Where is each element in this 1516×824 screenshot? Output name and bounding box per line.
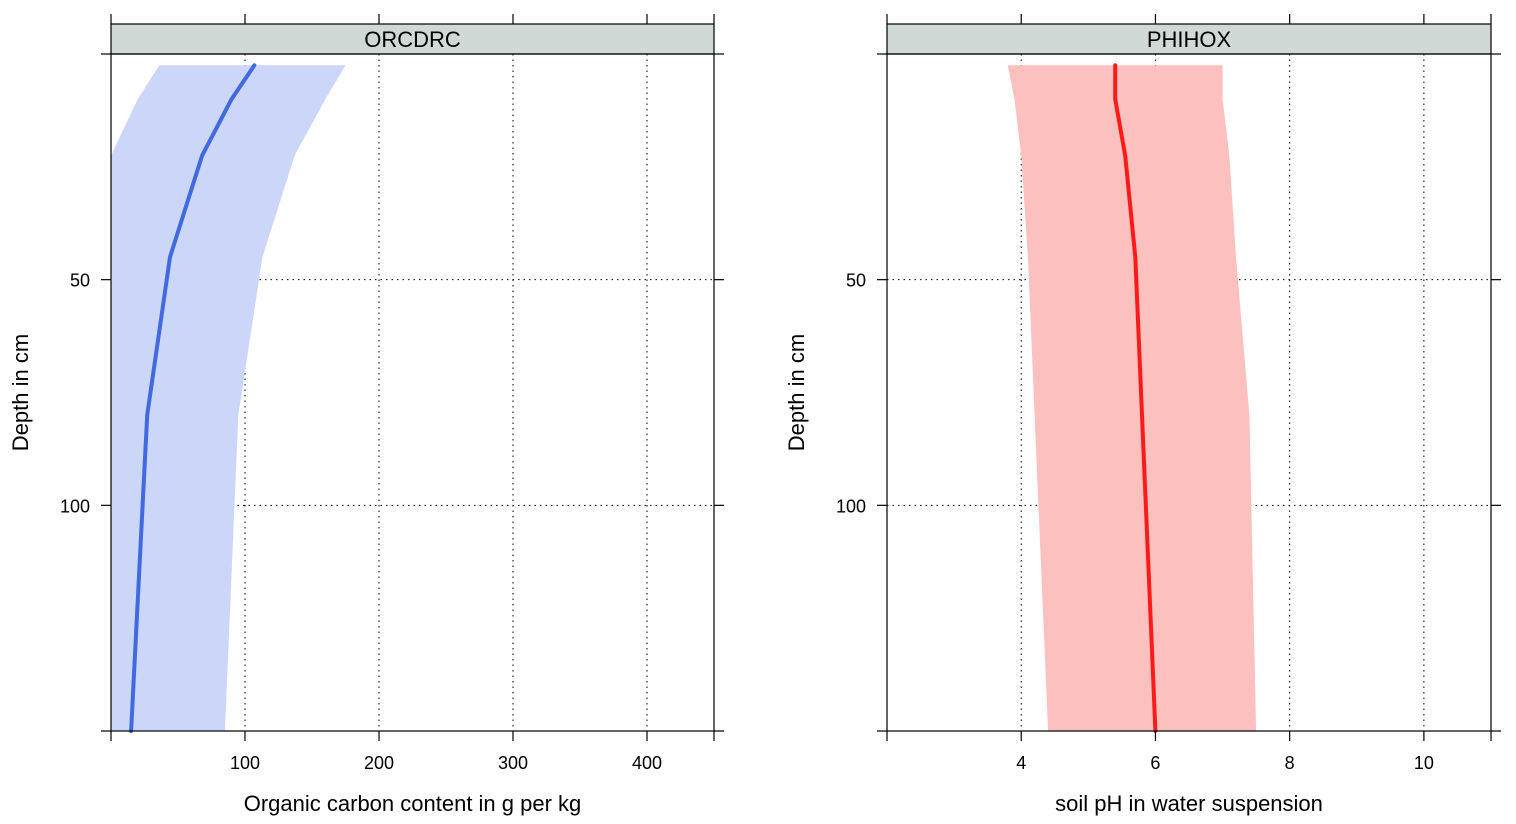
panel-border (110, 53, 715, 732)
x-tick-label: 200 (364, 753, 394, 773)
x-tick-label: 100 (230, 753, 260, 773)
strip-label: PHIHOX (1147, 27, 1232, 52)
y-tick-label: 100 (60, 496, 90, 516)
x-tick-label: 4 (1016, 753, 1026, 773)
mean-profile-line (129, 63, 257, 733)
x-axis-title: Organic carbon content in g per kg (244, 791, 582, 816)
y-tick-label: 50 (846, 271, 866, 291)
x-tick-label: 10 (1414, 753, 1434, 773)
uncertainty-band (111, 65, 346, 732)
panel-border (886, 53, 1492, 732)
strip-background (110, 23, 715, 55)
strip-label: ORCDRC (364, 27, 461, 52)
panel-orcdrc: ORCDRC 100 200 300 400 50 100 Organic carbon co… (8, 14, 724, 816)
y-tick-label: 100 (836, 496, 866, 516)
y-tick-label: 50 (70, 271, 90, 291)
x-tick-label: 300 (498, 753, 528, 773)
x-axis-title: soil pH in water suspension (1055, 791, 1323, 816)
y-axis-title: Depth in cm (784, 334, 809, 451)
mean-profile-line (1113, 63, 1158, 733)
x-tick-label: 8 (1285, 753, 1295, 773)
strip-background (886, 23, 1492, 55)
panel-phihox: PHIHOX 4 6 8 10 50 100 soil pH in water suspens… (784, 14, 1501, 816)
x-tick-label: 6 (1150, 753, 1160, 773)
x-tick-label: 400 (632, 753, 662, 773)
y-axis-title: Depth in cm (8, 334, 33, 451)
uncertainty-band (1007, 65, 1257, 732)
